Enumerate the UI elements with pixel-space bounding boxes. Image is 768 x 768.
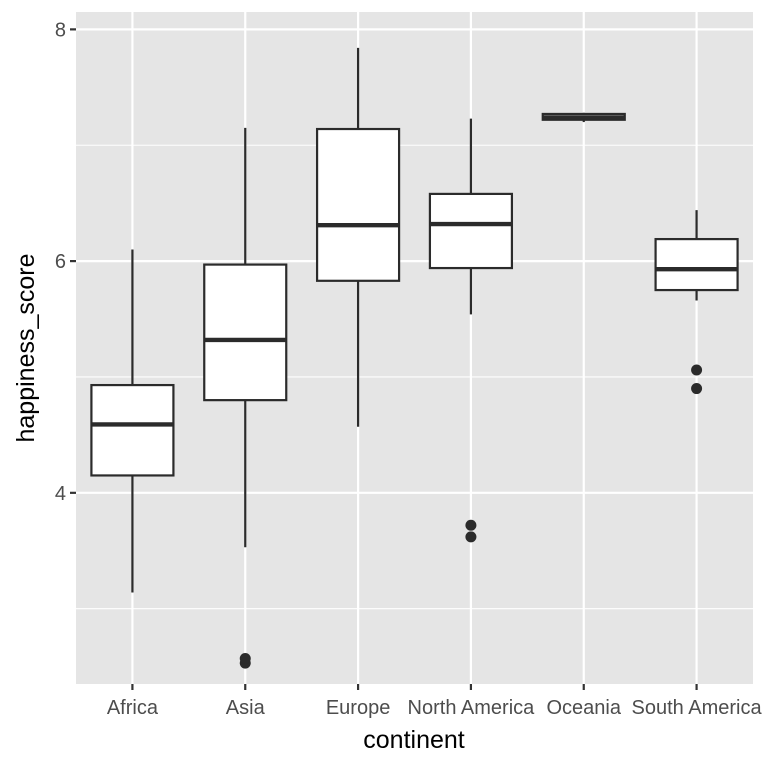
- iqr-box: [90, 383, 175, 477]
- iqr-box: [654, 237, 739, 292]
- x-tick-label: South America: [632, 697, 763, 719]
- iqr-box: [428, 192, 514, 270]
- x-tick-label: Europe: [326, 697, 391, 719]
- iqr-box: [203, 263, 288, 402]
- y-tick-label: 8: [55, 19, 66, 41]
- box-africa: [90, 249, 175, 593]
- x-tick-label: Asia: [226, 697, 266, 719]
- x-tick-label: Oceania: [547, 697, 622, 719]
- y-tick-label: 4: [55, 483, 66, 505]
- y-axis-title: happiness_score: [12, 253, 40, 442]
- iqr-box: [315, 127, 401, 282]
- outlier-point: [239, 653, 251, 665]
- outlier-point: [465, 519, 477, 531]
- box-europe: [315, 47, 401, 427]
- x-tick-label: Africa: [107, 697, 159, 719]
- y-tick-label: 6: [55, 251, 66, 273]
- panel-background: [76, 12, 753, 684]
- box-oceania: [541, 112, 626, 123]
- x-tick-label: North America: [408, 697, 536, 719]
- outlier-point: [465, 531, 477, 543]
- x-axis-title: continent: [363, 726, 465, 754]
- axes: 4 6 8 Africa Asia Europe North America Oceania S…: [55, 19, 763, 719]
- box-south-america: [654, 210, 739, 395]
- outlier-point: [691, 364, 703, 376]
- outlier-point: [691, 383, 703, 395]
- box-asia: [203, 127, 288, 669]
- boxes: [90, 47, 739, 669]
- box-north-america: [428, 118, 514, 543]
